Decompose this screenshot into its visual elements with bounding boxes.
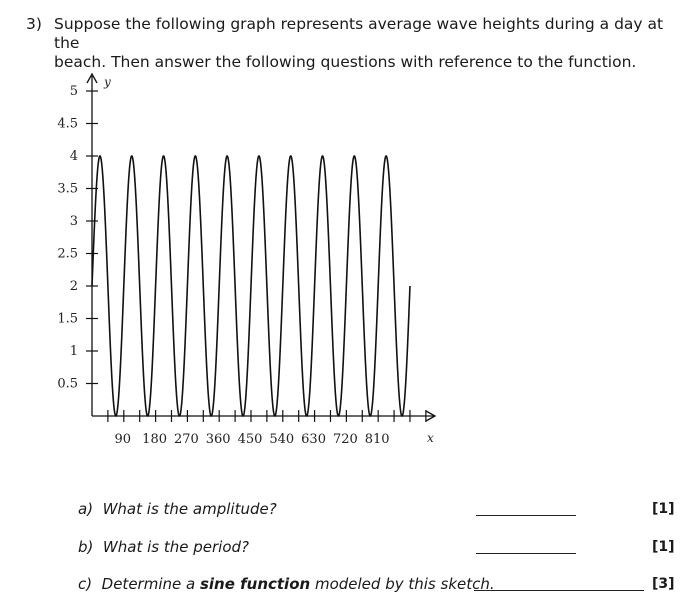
axes: yx xyxy=(86,72,437,445)
x-tick-label: 540 xyxy=(269,432,294,447)
y-tick-label: 3 xyxy=(70,214,78,229)
y-tick-label: 0.5 xyxy=(57,377,78,392)
wave-curve xyxy=(91,155,411,417)
subquestion-c-prefix: c) xyxy=(78,575,93,593)
question-text: Suppose the following graph represents a… xyxy=(54,15,684,72)
subquestion-c-bold: sine function xyxy=(199,575,311,593)
y-axis-ticks: 0.5 1 1.5 2 2.5 3 3.5 4 4.5 5 xyxy=(57,84,98,392)
wave-height-graph: yx 0.511.522.533.544.55 90 180 270 360 450 54… xyxy=(57,72,437,447)
x-tick-label: 90 xyxy=(115,432,132,447)
y-tick-label: 3.5 xyxy=(57,182,78,197)
subquestion-c-text-before: Determine a xyxy=(101,575,196,593)
subquestion-c: c) Determine a sine function modeled by … xyxy=(78,575,495,593)
x-tick-label: 270 xyxy=(174,432,199,447)
subquestion-a-prefix: a) xyxy=(78,500,94,518)
marks-c: [3] xyxy=(652,576,675,592)
subquestion-b-text: What is the period? xyxy=(102,538,249,556)
x-tick-label: 810 xyxy=(365,432,390,447)
subquestion-a: a) What is the amplitude? xyxy=(78,500,277,518)
y-axis-arrow xyxy=(86,72,98,84)
y-tick-label: 1.5 xyxy=(57,312,78,327)
subquestion-b: b) What is the period? xyxy=(78,538,249,556)
x-tick-label: 180 xyxy=(142,432,167,447)
x-tick-label: 630 xyxy=(301,432,326,447)
subquestion-c-text-after: modeled by this sketch. xyxy=(314,575,495,593)
y-tick-label: 2 xyxy=(70,279,78,294)
question-number: 3) xyxy=(26,15,42,33)
x-tick-label: 450 xyxy=(238,432,263,447)
y-tick-label: 1 xyxy=(70,344,78,359)
answer-blank-c[interactable] xyxy=(474,590,644,591)
marks-b: [1] xyxy=(652,539,675,555)
question-line-2: beach. Then answer the following questio… xyxy=(54,53,637,71)
x-axis-arrow xyxy=(425,410,437,422)
question-line-1: Suppose the following graph represents a… xyxy=(54,15,664,52)
y-axis-name: y xyxy=(103,75,111,89)
x-axis-name: x xyxy=(427,431,434,445)
y-tick-label: 4.5 xyxy=(57,117,78,132)
y-tick-label: 2.5 xyxy=(57,247,78,262)
answer-blank-a[interactable] xyxy=(476,515,576,516)
subquestion-a-text: What is the amplitude? xyxy=(102,500,277,518)
answer-blank-b[interactable] xyxy=(476,553,576,554)
x-axis-ticks: 90 180 270 360 450 540 630 720 810 xyxy=(107,410,427,447)
x-tick-label: 360 xyxy=(206,432,231,447)
x-tick-label: 720 xyxy=(333,432,358,447)
y-tick-label: 5 xyxy=(70,84,78,99)
subquestion-b-prefix: b) xyxy=(78,538,94,556)
y-tick-label: 4 xyxy=(70,149,78,164)
marks-a: [1] xyxy=(652,501,675,517)
